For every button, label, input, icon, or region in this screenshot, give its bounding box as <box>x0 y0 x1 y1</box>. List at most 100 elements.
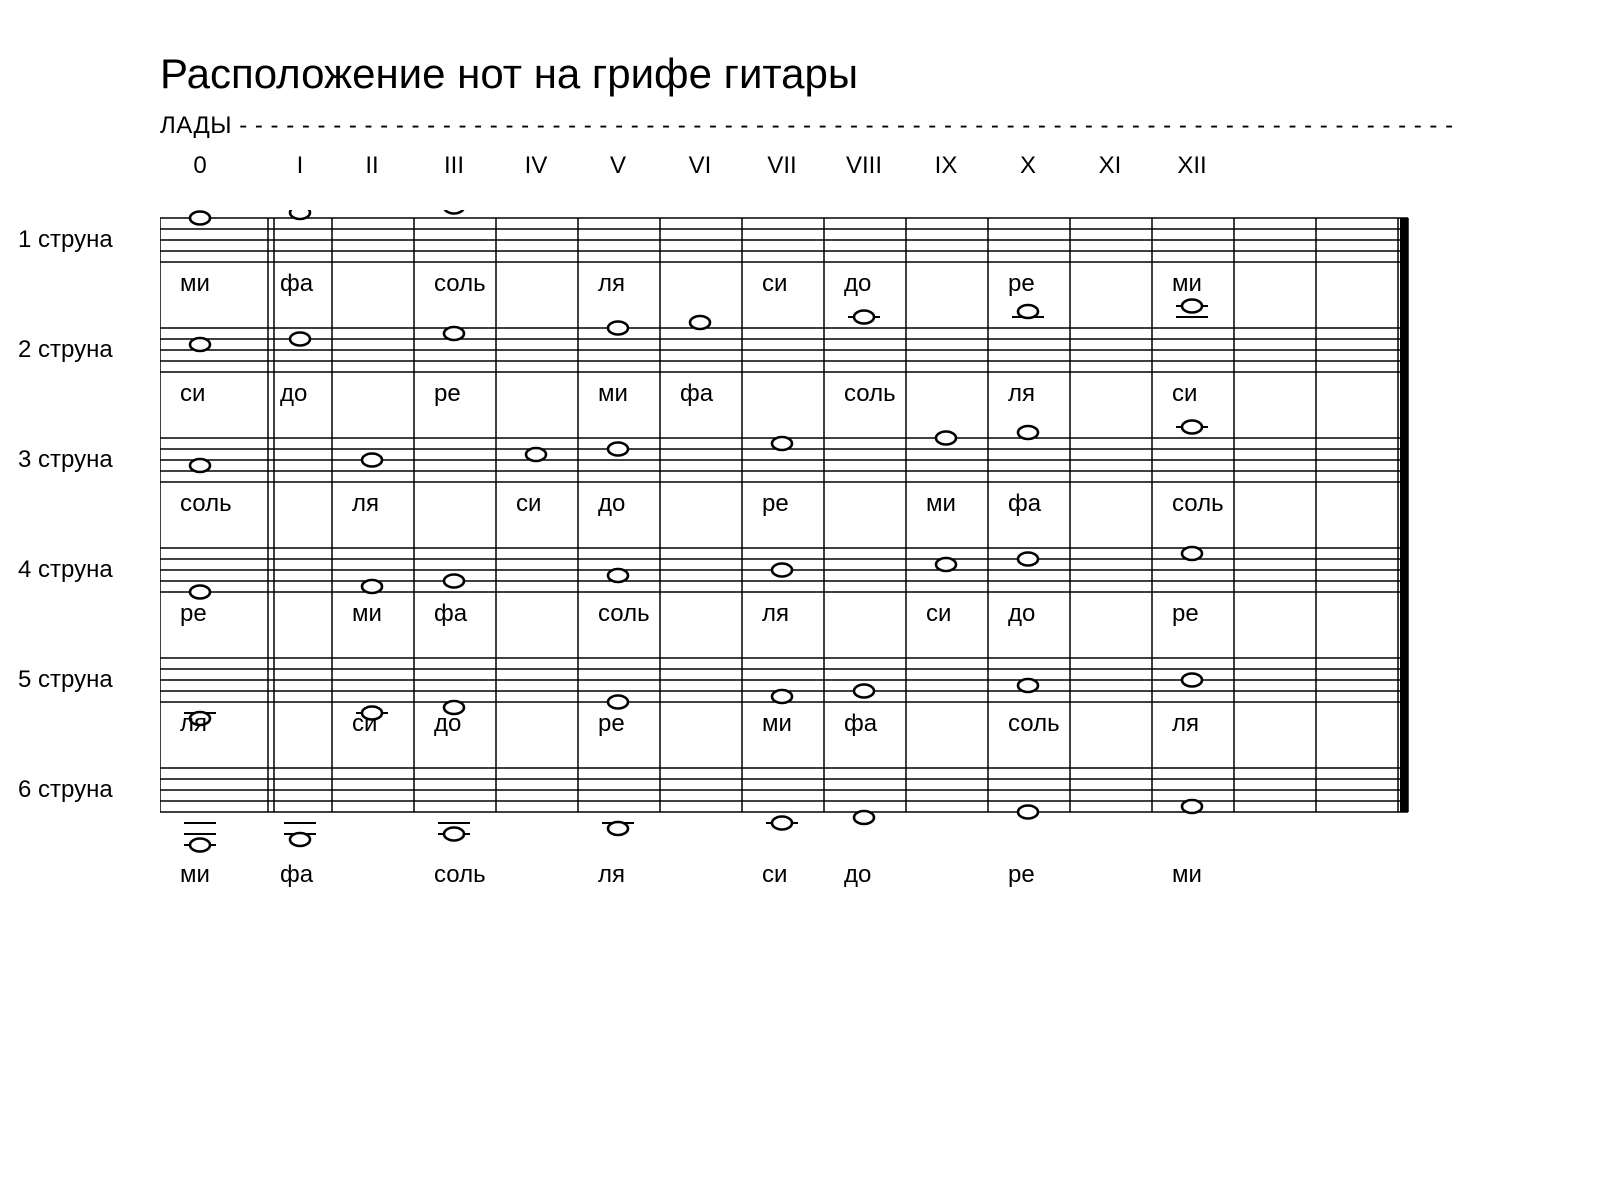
notehead <box>1018 426 1038 439</box>
note-name: си <box>926 600 951 628</box>
notehead <box>290 210 310 219</box>
notehead <box>362 580 382 593</box>
note-name: до <box>280 380 307 408</box>
notehead <box>772 690 792 703</box>
notehead <box>608 822 628 835</box>
notehead <box>1018 305 1038 318</box>
notehead <box>1018 806 1038 819</box>
note-name: си <box>762 270 787 298</box>
fret-header: 0 <box>193 152 206 180</box>
notehead <box>1182 421 1202 434</box>
note-name: соль <box>434 270 486 298</box>
notehead <box>772 564 792 577</box>
fret-header: XII <box>1177 152 1206 180</box>
note-name: ре <box>598 710 625 738</box>
page: Расположение нот на грифе гитары ЛАДЫ - … <box>0 0 1600 1194</box>
note-name: ля <box>352 490 379 518</box>
note-name: до <box>844 861 871 889</box>
frets-dashes: - - - - - - - - - - - - - - - - - - - - … <box>239 112 1453 139</box>
note-name: ля <box>1008 380 1035 408</box>
note-name: ми <box>598 380 628 408</box>
fret-header: I <box>297 152 304 180</box>
note-name: си <box>352 710 377 738</box>
note-name: до <box>598 490 625 518</box>
note-name: ля <box>762 600 789 628</box>
note-name: ре <box>762 490 789 518</box>
notehead <box>190 212 210 225</box>
notehead <box>690 316 710 329</box>
note-name: фа <box>1008 490 1041 518</box>
fret-header: VIII <box>846 152 882 180</box>
notehead <box>936 432 956 445</box>
notehead <box>854 685 874 698</box>
notehead <box>608 696 628 709</box>
fret-header: XI <box>1099 152 1122 180</box>
frets-word: ЛАДЫ <box>160 112 232 139</box>
note-name: фа <box>680 380 713 408</box>
notehead <box>936 558 956 571</box>
note-name: ми <box>926 490 956 518</box>
notehead <box>1182 300 1202 313</box>
notehead <box>854 311 874 324</box>
note-name: фа <box>434 600 467 628</box>
note-name: ля <box>1172 710 1199 738</box>
note-name: соль <box>1172 490 1224 518</box>
fret-header: V <box>610 152 626 180</box>
notehead <box>608 322 628 335</box>
notehead <box>1018 679 1038 692</box>
notehead <box>290 333 310 346</box>
note-name: до <box>844 270 871 298</box>
notehead <box>772 437 792 450</box>
note-name: фа <box>844 710 877 738</box>
notehead <box>444 575 464 588</box>
fret-header: VII <box>767 152 796 180</box>
notehead <box>190 839 210 852</box>
fret-header: X <box>1020 152 1036 180</box>
notehead <box>444 210 464 214</box>
note-name: соль <box>434 861 486 889</box>
note-name: си <box>180 380 205 408</box>
notehead <box>190 459 210 472</box>
note-name: ре <box>1008 270 1035 298</box>
notehead <box>290 833 310 846</box>
note-name: ре <box>180 600 207 628</box>
note-name: соль <box>180 490 232 518</box>
string-label: 5 струна <box>18 666 113 694</box>
note-name: ми <box>1172 861 1202 889</box>
note-name: си <box>516 490 541 518</box>
note-name: ля <box>598 270 625 298</box>
string-label: 4 струна <box>18 556 113 584</box>
note-name: фа <box>280 270 313 298</box>
notehead <box>772 817 792 830</box>
note-name: ми <box>180 270 210 298</box>
note-name: ля <box>598 861 625 889</box>
notehead <box>608 569 628 582</box>
note-name: фа <box>280 861 313 889</box>
fret-header: VI <box>689 152 712 180</box>
notehead <box>1182 800 1202 813</box>
notehead <box>444 828 464 841</box>
note-name: ми <box>180 861 210 889</box>
note-name: соль <box>844 380 896 408</box>
note-name: ре <box>1008 861 1035 889</box>
note-name: ми <box>762 710 792 738</box>
note-name: соль <box>1008 710 1060 738</box>
fret-header: IX <box>935 152 958 180</box>
note-name: соль <box>598 600 650 628</box>
notehead <box>526 448 546 461</box>
string-label: 6 струна <box>18 776 113 804</box>
note-name: ми <box>352 600 382 628</box>
note-name: до <box>434 710 461 738</box>
fretboard-chart <box>160 210 1428 960</box>
note-name: ми <box>1172 270 1202 298</box>
note-name: си <box>762 861 787 889</box>
notehead <box>854 811 874 824</box>
notehead <box>362 454 382 467</box>
note-name: ре <box>434 380 461 408</box>
fret-header: II <box>365 152 378 180</box>
fret-header: IV <box>525 152 548 180</box>
page-title: Расположение нот на грифе гитары <box>160 50 858 98</box>
notehead <box>608 443 628 456</box>
note-name: ля <box>180 710 207 738</box>
notehead <box>190 338 210 351</box>
